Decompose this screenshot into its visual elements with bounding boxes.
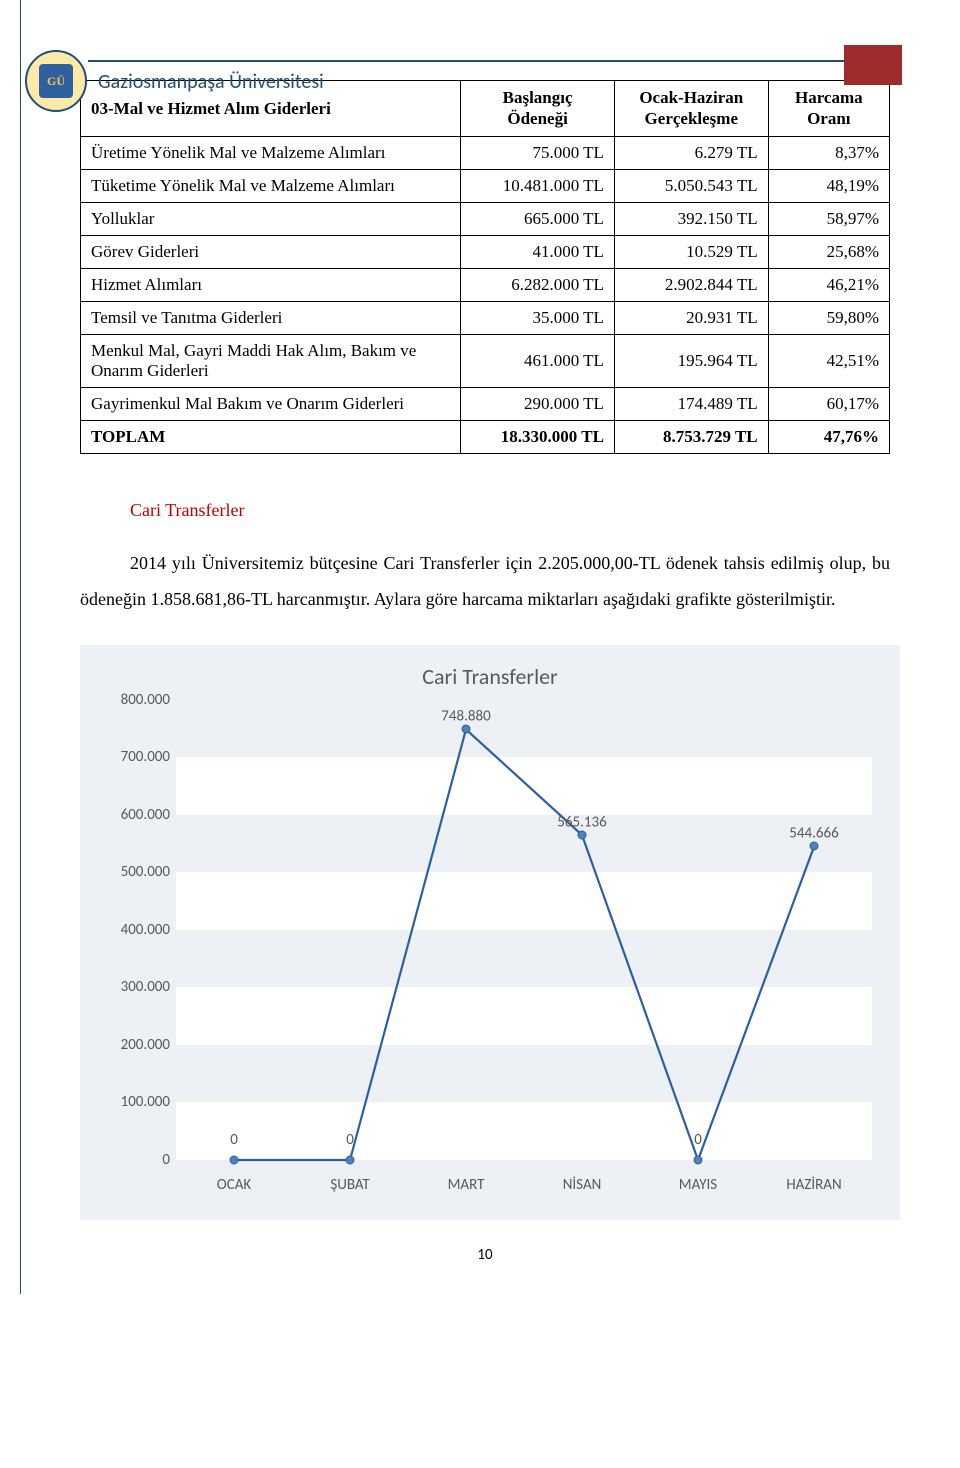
- cell-c2: 10.529 TL: [614, 235, 768, 268]
- x-tick-label: MART: [448, 1176, 485, 1194]
- cell-c1: 10.481.000 TL: [461, 169, 615, 202]
- table-row: Görev Giderleri41.000 TL10.529 TL25,68%: [81, 235, 890, 268]
- cell-c1: 665.000 TL: [461, 202, 615, 235]
- data-label: 748.880: [441, 707, 490, 725]
- y-tick-label: 300.000: [98, 978, 170, 996]
- data-marker: [810, 842, 819, 851]
- cell-c3: 8,37%: [768, 136, 889, 169]
- section-paragraph: 2014 yılı Üniversitemiz bütçesine Cari T…: [80, 545, 890, 617]
- cell-c3: 48,19%: [768, 169, 889, 202]
- cell-c2: 174.489 TL: [614, 387, 768, 420]
- plot-area: 0 0 748.880 565.136 0 544.666: [176, 700, 872, 1160]
- cell-c3: 60,17%: [768, 387, 889, 420]
- data-label: 0: [694, 1131, 702, 1149]
- table-row: Yolluklar665.000 TL392.150 TL58,97%: [81, 202, 890, 235]
- cell-c1: 75.000 TL: [461, 136, 615, 169]
- expense-table: 03-Mal ve Hizmet Alım Giderleri Başlangı…: [80, 80, 890, 454]
- table-total-row: TOPLAM18.330.000 TL8.753.729 TL47,76%: [81, 420, 890, 453]
- cell-c2: 8.753.729 TL: [614, 420, 768, 453]
- data-label: 0: [230, 1131, 238, 1149]
- data-label: 544.666: [789, 825, 838, 843]
- cell-c1: 6.282.000 TL: [461, 268, 615, 301]
- table-row: Gayrimenkul Mal Bakım ve Onarım Giderler…: [81, 387, 890, 420]
- cell-c3: 42,51%: [768, 334, 889, 387]
- cell-label: Üretime Yönelik Mal ve Malzeme Alımları: [81, 136, 461, 169]
- cell-c2: 20.931 TL: [614, 301, 768, 334]
- y-tick-label: 200.000: [98, 1036, 170, 1054]
- y-tick-label: 700.000: [98, 748, 170, 766]
- cell-label: Görev Giderleri: [81, 235, 461, 268]
- x-tick-label: HAZİRAN: [786, 1176, 841, 1194]
- y-tick-label: 0: [98, 1151, 170, 1169]
- data-label: 0: [346, 1131, 354, 1149]
- cell-c3: 25,68%: [768, 235, 889, 268]
- cell-c3: 47,76%: [768, 420, 889, 453]
- section-title: Cari Transferler: [130, 500, 890, 521]
- university-name: Gaziosmanpaşa Üniversitesi: [98, 70, 324, 94]
- data-marker: [694, 1155, 703, 1164]
- th-c1: Başlangıç Ödeneği: [461, 81, 615, 137]
- cell-c1: 18.330.000 TL: [461, 420, 615, 453]
- table-row: Tüketime Yönelik Mal ve Malzeme Alımları…: [81, 169, 890, 202]
- cell-c1: 35.000 TL: [461, 301, 615, 334]
- cell-c2: 5.050.543 TL: [614, 169, 768, 202]
- x-tick-label: OCAK: [217, 1176, 251, 1194]
- chart-plot: 0 0 748.880 565.136 0 544.666 0 100.000 200.000 3…: [98, 696, 882, 1206]
- y-tick-label: 400.000: [98, 921, 170, 939]
- y-tick-label: 500.000: [98, 863, 170, 881]
- cell-c1: 290.000 TL: [461, 387, 615, 420]
- data-label: 565.136: [557, 813, 606, 831]
- cell-label: TOPLAM: [81, 420, 461, 453]
- cell-c3: 46,21%: [768, 268, 889, 301]
- line-series: [176, 700, 872, 1160]
- cell-label: Gayrimenkul Mal Bakım ve Onarım Giderler…: [81, 387, 461, 420]
- page-header: GÜ Gaziosmanpaşa Üniversitesi: [80, 60, 890, 62]
- data-marker: [230, 1155, 239, 1164]
- table-row: Üretime Yönelik Mal ve Malzeme Alımları7…: [81, 136, 890, 169]
- side-rule: [20, 0, 21, 1294]
- cell-c2: 392.150 TL: [614, 202, 768, 235]
- table-row: Temsil ve Tanıtma Giderleri35.000 TL20.9…: [81, 301, 890, 334]
- table-row: Hizmet Alımları6.282.000 TL2.902.844 TL4…: [81, 268, 890, 301]
- y-tick-label: 600.000: [98, 806, 170, 824]
- cell-label: Tüketime Yönelik Mal ve Malzeme Alımları: [81, 169, 461, 202]
- th-c3: Harcama Oranı: [768, 81, 889, 137]
- y-tick-label: 800.000: [98, 691, 170, 709]
- data-marker: [346, 1155, 355, 1164]
- cell-label: Temsil ve Tanıtma Giderleri: [81, 301, 461, 334]
- header-rule: [88, 60, 890, 62]
- th-c2: Ocak-Haziran Gerçekleşme: [614, 81, 768, 137]
- cell-c3: 58,97%: [768, 202, 889, 235]
- page-number: 10: [80, 1246, 890, 1264]
- x-tick-label: NİSAN: [563, 1176, 602, 1194]
- cell-c2: 6.279 TL: [614, 136, 768, 169]
- x-tick-label: MAYIS: [679, 1176, 717, 1194]
- cell-c1: 461.000 TL: [461, 334, 615, 387]
- cell-c2: 2.902.844 TL: [614, 268, 768, 301]
- chart-title: Cari Transferler: [80, 663, 900, 690]
- table-row: Menkul Mal, Gayri Maddi Hak Alım, Bakım …: [81, 334, 890, 387]
- cell-c2: 195.964 TL: [614, 334, 768, 387]
- chart-container: Cari Transferler 0 0 748.880 565.136 0 544.66…: [80, 645, 900, 1220]
- cell-c3: 59,80%: [768, 301, 889, 334]
- x-tick-label: ŞUBAT: [330, 1176, 369, 1194]
- data-marker: [462, 724, 471, 733]
- cell-label: Menkul Mal, Gayri Maddi Hak Alım, Bakım …: [81, 334, 461, 387]
- cell-label: Yolluklar: [81, 202, 461, 235]
- data-marker: [578, 830, 587, 839]
- header-accent: [844, 45, 902, 85]
- cell-label: Hizmet Alımları: [81, 268, 461, 301]
- logo-icon: GÜ: [39, 64, 73, 98]
- y-tick-label: 100.000: [98, 1093, 170, 1111]
- cell-c1: 41.000 TL: [461, 235, 615, 268]
- university-logo: GÜ: [25, 50, 87, 112]
